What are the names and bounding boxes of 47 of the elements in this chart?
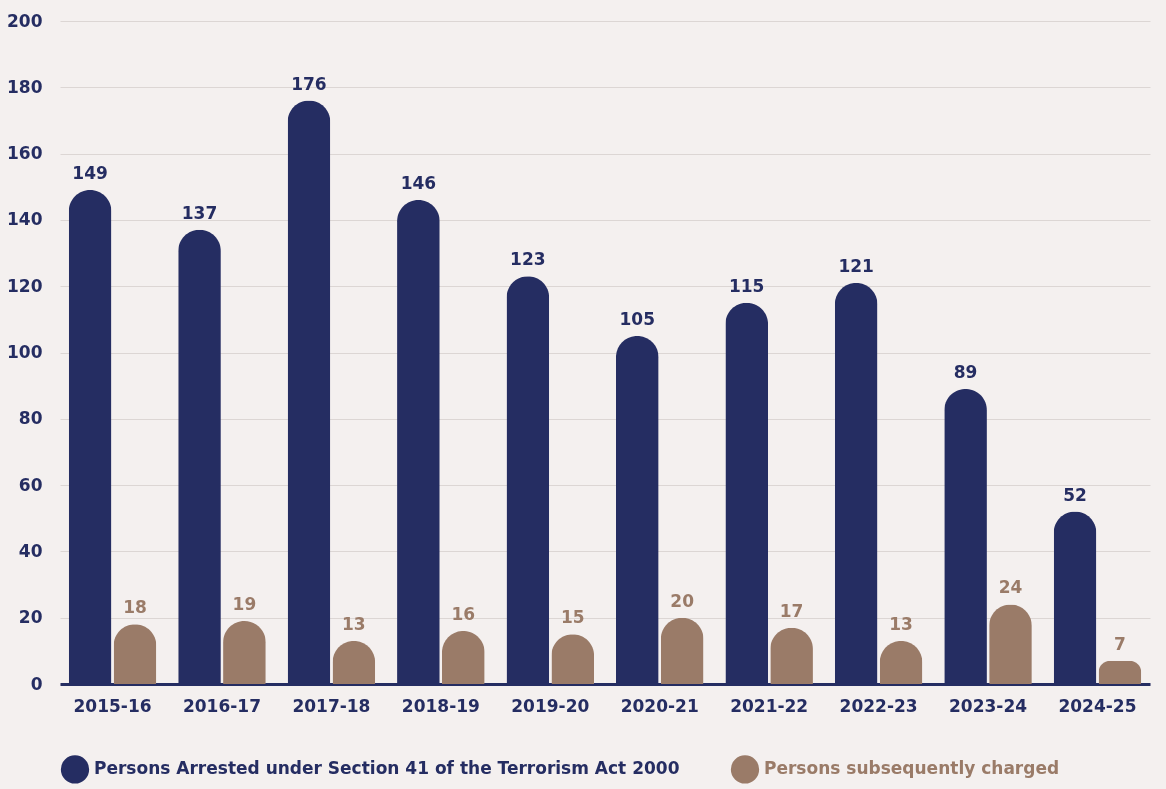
data-label: 52 xyxy=(1063,484,1087,505)
data-label: 17 xyxy=(779,600,804,621)
x-tick-label: 2017-18 xyxy=(292,695,371,716)
x-tick-label: 2016-17 xyxy=(182,695,261,716)
data-label: 18 xyxy=(123,597,147,618)
x-tick-label: 2024-25 xyxy=(1058,695,1137,716)
y-tick-label: 140 xyxy=(7,209,43,230)
y-tick-label: 100 xyxy=(7,342,43,362)
bar xyxy=(660,617,704,684)
bar xyxy=(113,624,157,684)
data-label: 137 xyxy=(181,202,218,223)
data-label: 13 xyxy=(342,613,366,634)
y-tick-label: 80 xyxy=(18,408,43,429)
legend-label: Persons subsequently charged xyxy=(764,758,1060,779)
data-label: 176 xyxy=(291,73,327,94)
x-tick-label: 2015-16 xyxy=(73,695,152,716)
data-label: 13 xyxy=(889,613,913,634)
x-tick-label: 2021-22 xyxy=(730,695,809,716)
data-label: 89 xyxy=(953,361,978,382)
y-tick-label: 200 xyxy=(7,10,43,31)
data-label: 105 xyxy=(619,308,656,329)
bar xyxy=(989,604,1032,684)
y-tick-label: 0 xyxy=(30,673,43,694)
data-label: 123 xyxy=(510,249,546,270)
y-tick-label: 40 xyxy=(18,540,43,561)
data-label: 121 xyxy=(838,255,874,276)
data-label: 16 xyxy=(451,603,476,624)
x-tick-label: 2019-20 xyxy=(511,695,590,716)
data-label: 15 xyxy=(560,607,585,628)
legend-label: Persons Arrested under Section 41 of the Terrorism Act 2000 xyxy=(94,758,680,779)
data-label: 149 xyxy=(72,163,108,184)
y-tick-label: 160 xyxy=(7,143,43,164)
data-label: 7 xyxy=(1114,633,1126,654)
x-tick-label: 2020-21 xyxy=(620,695,699,716)
data-label: 146 xyxy=(400,173,437,194)
data-label: 115 xyxy=(728,275,765,296)
data-label: 24 xyxy=(998,577,1023,598)
bar xyxy=(1098,660,1142,684)
y-tick-label: 60 xyxy=(18,474,43,495)
data-label: 19 xyxy=(232,594,257,615)
y-tick-label: 180 xyxy=(7,76,43,97)
data-label: 20 xyxy=(670,590,695,611)
y-tick-label: 20 xyxy=(18,607,43,628)
y-tick-label: 120 xyxy=(7,275,43,296)
x-tick-label: 2023-24 xyxy=(949,695,1028,716)
x-tick-label: 2022-23 xyxy=(839,695,918,716)
x-tick-label: 2018-19 xyxy=(401,695,480,716)
